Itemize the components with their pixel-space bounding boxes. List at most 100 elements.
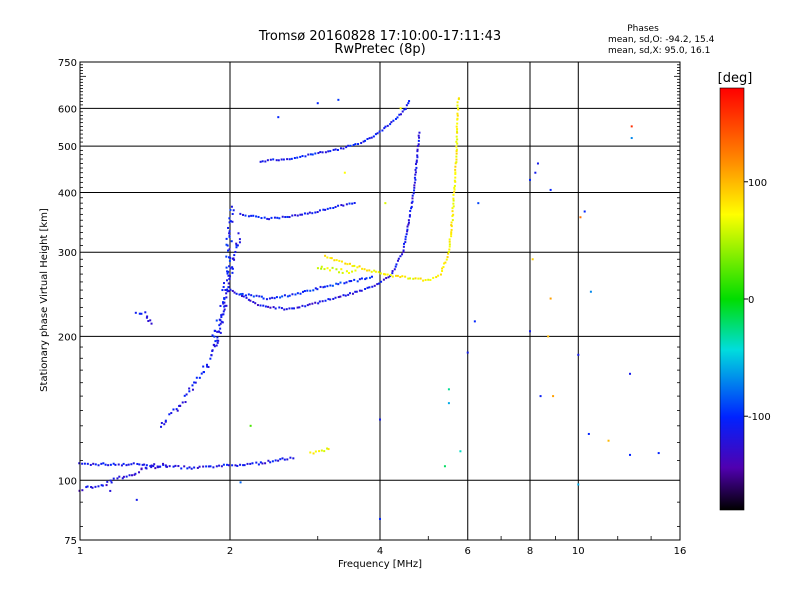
echo-point: [220, 316, 223, 319]
echo-point: [339, 295, 342, 298]
echo-point: [354, 269, 357, 272]
echo-point: [210, 354, 213, 357]
echo-point: [451, 215, 454, 218]
echo-point: [343, 171, 346, 174]
echo-point: [340, 268, 343, 271]
echo-point: [435, 276, 438, 279]
echo-point: [100, 462, 103, 465]
echo-point: [326, 207, 329, 210]
echo-point: [229, 256, 232, 259]
echo-point: [327, 150, 330, 153]
echo-point: [193, 466, 196, 469]
echo-point: [235, 244, 238, 247]
echo-point: [308, 211, 311, 214]
echo-point: [454, 162, 457, 165]
echo-point: [227, 286, 230, 289]
echo-point: [232, 209, 235, 212]
echo-point: [183, 394, 186, 397]
echo-point: [233, 258, 236, 261]
echo-point: [353, 201, 356, 204]
echo-point: [206, 365, 209, 368]
echo-point: [291, 214, 294, 217]
echo-point: [453, 179, 456, 182]
echo-point: [294, 214, 297, 217]
echo-point: [415, 159, 418, 162]
echo-point: [83, 462, 86, 465]
echo-point: [549, 188, 552, 191]
echo-point: [377, 282, 380, 285]
echo-point: [363, 268, 366, 271]
echo-point: [404, 275, 407, 278]
echo-point: [154, 467, 157, 470]
echo-point: [91, 486, 94, 489]
echo-point: [396, 116, 399, 119]
echo-point: [241, 292, 244, 295]
echo-point: [451, 207, 454, 210]
echo-point: [117, 463, 120, 466]
echo-point: [268, 218, 271, 221]
echo-point: [406, 225, 409, 228]
echo-point: [374, 133, 377, 136]
echo-point: [179, 404, 182, 407]
echo-point: [455, 145, 458, 148]
echo-point: [437, 274, 440, 277]
echo-point: [222, 463, 225, 466]
echo-point: [228, 221, 231, 224]
echo-point: [450, 228, 453, 231]
echo-point: [455, 148, 458, 151]
echo-point: [288, 307, 291, 310]
echo-point: [277, 159, 280, 162]
echo-point: [183, 465, 186, 468]
echo-point: [269, 461, 272, 464]
echo-point: [228, 217, 231, 220]
echo-point: [266, 217, 269, 220]
echo-point: [283, 294, 286, 297]
echo-point: [216, 341, 219, 344]
echo-point: [81, 489, 84, 492]
echo-point: [340, 204, 343, 207]
echo-point: [181, 401, 184, 404]
echo-point: [231, 289, 234, 292]
echo-point: [311, 153, 314, 156]
echo-point: [417, 143, 420, 146]
echo-point: [398, 113, 401, 116]
echo-point: [385, 277, 388, 280]
echo-point: [230, 205, 233, 208]
echo-point: [221, 289, 224, 292]
echo-point: [125, 464, 128, 467]
echo-point: [296, 214, 299, 217]
echo-point: [319, 285, 322, 288]
echo-point: [399, 255, 402, 258]
echo-point: [303, 290, 306, 293]
echo-point: [393, 268, 396, 271]
echo-point: [396, 274, 399, 277]
echo-point: [309, 451, 312, 454]
echo-point: [274, 307, 277, 310]
y-tick-label: 400: [58, 188, 77, 199]
echo-point: [451, 219, 454, 222]
echo-point: [371, 285, 374, 288]
plot-frame: [79, 61, 681, 541]
echo-point: [296, 292, 299, 295]
echo-point: [140, 312, 143, 315]
echo-point: [226, 290, 229, 293]
echo-point: [306, 212, 309, 215]
echo-point: [265, 298, 268, 301]
echo-point: [316, 288, 319, 291]
echo-point: [447, 402, 450, 405]
echo-point: [118, 475, 121, 478]
echo-point: [258, 295, 261, 298]
echo-point: [411, 194, 414, 197]
echo-point: [455, 161, 458, 164]
echo-point: [321, 300, 324, 303]
echo-point: [335, 259, 338, 262]
echo-point: [332, 148, 335, 151]
echo-point: [138, 471, 141, 474]
echo-point: [407, 277, 410, 280]
echo-point: [293, 307, 296, 310]
echo-point: [224, 304, 227, 307]
echo-point: [456, 117, 459, 120]
echo-point: [247, 298, 250, 301]
x-tick-label: 10: [572, 546, 585, 557]
echo-point: [271, 460, 274, 463]
